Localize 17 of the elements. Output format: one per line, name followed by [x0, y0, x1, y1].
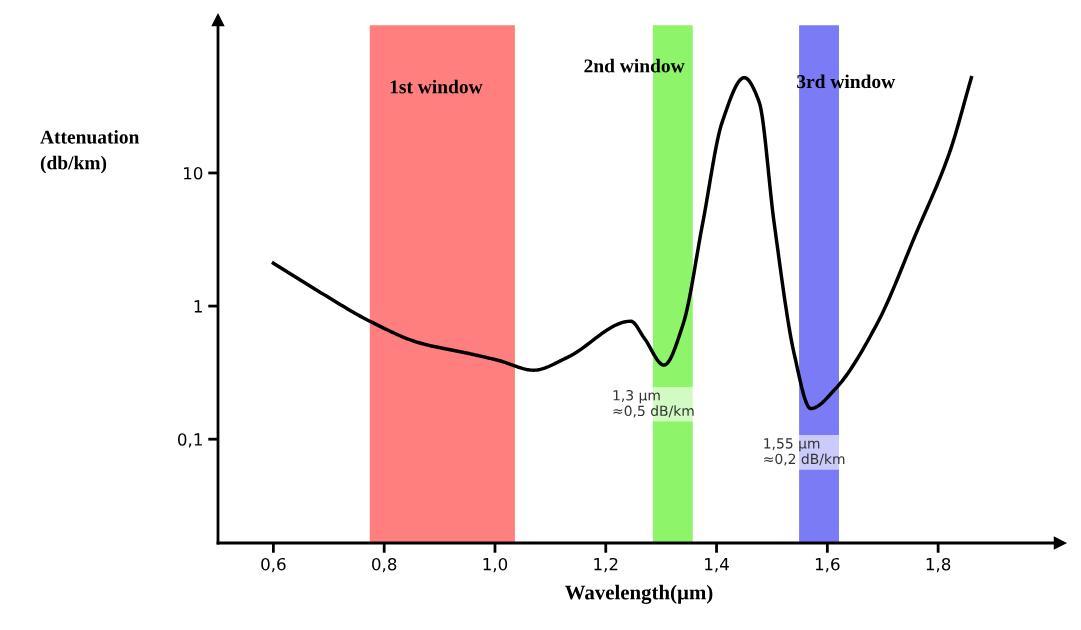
x-tick-label: 1,0 — [483, 557, 508, 573]
band-label: 3rd window — [797, 74, 896, 89]
x-tick-label: 1,2 — [594, 557, 618, 573]
x-tick-label: 0,6 — [261, 557, 286, 573]
y-tick-label: 0,1 — [178, 433, 202, 448]
x-tick-label: 0,8 — [372, 557, 397, 573]
x-tick-label: 1,6 — [815, 557, 840, 573]
x-axis-title: Wavelength(µm) — [565, 584, 713, 604]
y-axis-title: Attenuation (db/km) — [40, 130, 140, 174]
x-tick-label: 1,4 — [705, 558, 729, 573]
band-label: 1st window — [390, 79, 483, 94]
x-tick-label: 1,8 — [926, 557, 951, 573]
annotation: 1,3 µm ≈0,5 dB/km — [613, 390, 694, 418]
y-tick-label: 10 — [184, 166, 203, 180]
band-label: 2nd window — [584, 58, 685, 73]
y-tick-label: 1 — [194, 300, 202, 313]
annotation: 1,55 µm ≈0,2 dB/km — [764, 438, 845, 466]
